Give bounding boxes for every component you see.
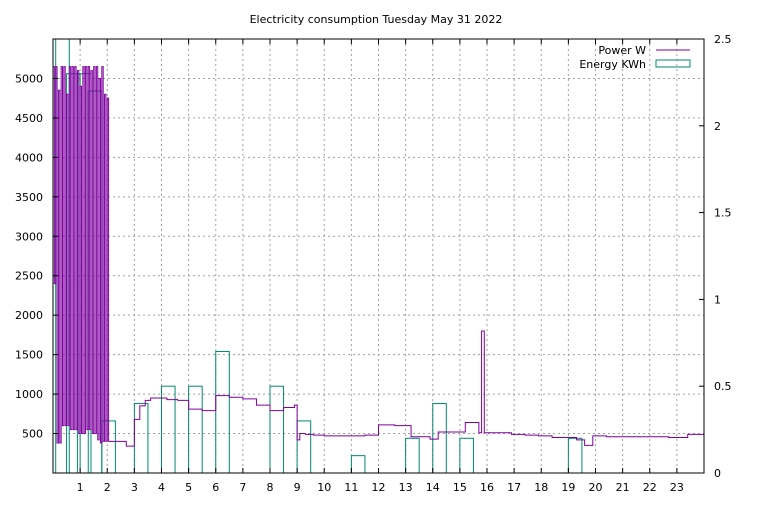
x-tick-label: 7 [239,481,246,494]
energy-bar [269,385,285,474]
x-tick-label: 23 [670,481,684,494]
y2-tick-label: 1.5 [714,207,732,220]
grid-layer [53,39,704,473]
x-tick-label: 1 [77,481,84,494]
legend: Power W Energy KWh [579,44,691,71]
y-tick-label: 5000 [15,72,43,85]
legend-box-energy [655,59,691,68]
chart-title: Electricity consumption Tuesday May 31 2… [250,13,503,26]
y2-tick-label: 0 [714,467,721,480]
legend-label-energy: Energy KWh [579,58,646,71]
x-tick-label: 9 [294,481,301,494]
y-tick-label: 4000 [15,151,43,164]
x-tick-label: 3 [131,481,138,494]
x-tick-label: 14 [426,481,440,494]
energy-bar [188,385,203,474]
energy-bar [296,420,312,474]
x-tick-label: 11 [344,481,358,494]
x-tick-label: 20 [589,481,603,494]
legend-label-power: Power W [598,44,646,57]
power-line-layer [53,66,704,447]
x-tick-label: 10 [317,481,331,494]
y-tick-label: 4500 [15,112,43,125]
x-tick-label: 22 [643,481,657,494]
energy-bar [405,437,420,474]
x-tick-label: 12 [372,481,386,494]
energy-bar [459,437,474,474]
energy-bar [567,437,583,474]
y2-tick-label: 0.5 [714,380,732,393]
x-tick-label: 4 [158,481,165,494]
x-tick-label: 5 [185,481,192,494]
energy-bar [133,403,149,474]
y2-tick-label: 1 [714,293,721,306]
y-tick-label: 2500 [15,270,43,283]
energy-bar [432,403,447,474]
y-tick-label: 2000 [15,309,43,322]
axis-layer: 1 2 3 4 5 6 7 8 9 10 11 12 13 14 15 16 17 18 19 20 21 22 23500… [15,33,732,494]
y-tick-label: 1000 [15,388,43,401]
y-tick-label: 500 [22,428,43,441]
y-tick-label: 3500 [15,191,43,204]
x-tick-label: 6 [212,481,219,494]
x-tick-label: 17 [507,481,521,494]
y-tick-label: 3000 [15,230,43,243]
x-tick-label: 15 [453,481,467,494]
y2-tick-label: 2.5 [714,33,732,46]
x-tick-label: 8 [267,481,274,494]
x-tick-label: 13 [399,481,413,494]
y-tick-label: 1500 [15,349,43,362]
x-tick-label: 16 [480,481,494,494]
x-tick-label: 18 [534,481,548,494]
x-tick-label: 19 [561,481,575,494]
x-tick-label: 21 [616,481,630,494]
x-tick-label: 2 [104,481,111,494]
power-line [53,66,704,447]
energy-bar [350,455,366,474]
energy-bar [215,350,230,474]
y2-tick-label: 2 [714,120,721,133]
